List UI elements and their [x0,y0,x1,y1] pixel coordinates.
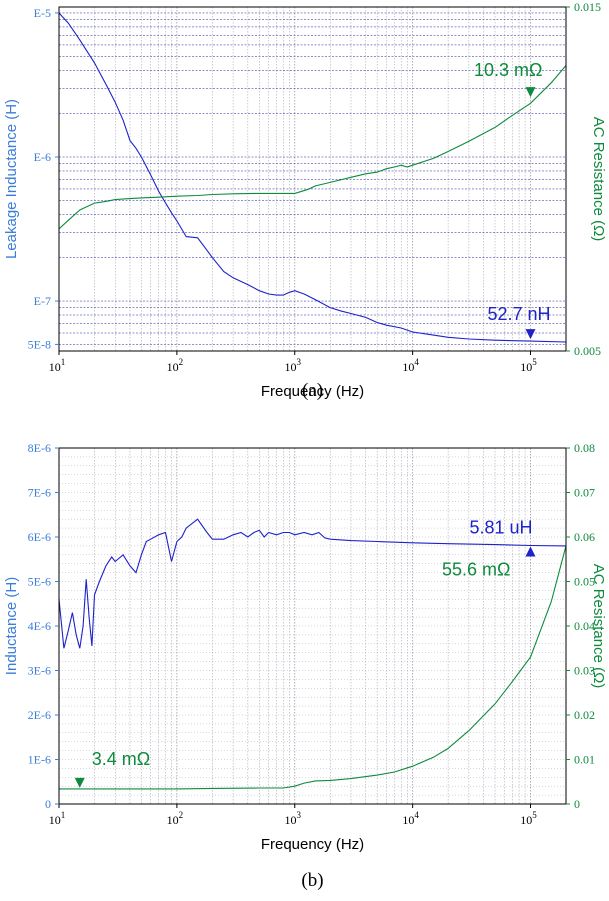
annotation-label: 10.3 mΩ [474,60,542,80]
y-tick-label: E-7 [34,294,51,308]
marker-down-icon [525,87,536,98]
x-tick-label: 102 [167,810,184,827]
y-tick-label: 6E-6 [28,530,51,544]
y-tick-label: 0 [45,797,51,811]
ac-resistance-line [59,545,567,790]
chart-b-y-axis-label: Inductance (H) [3,577,20,675]
chart-a-x-ticks: 101 102 103 104 105 [49,351,537,374]
x-tick-label: 101 [49,810,66,827]
chart-b-y2-ticks: 0 0.01 0.02 0.03 0.04 0.05 0.06 0.07 0.08 [566,441,595,811]
chart-b-x-axis-label: Frequency (Hz) [261,836,364,853]
chart-a-grid [58,7,567,351]
y-tick-label: 3E-6 [28,664,51,678]
x-tick-label: 104 [402,357,419,374]
ac-resistance-line [58,65,567,230]
annotation-label: 55.6 mΩ [442,560,510,580]
y-tick-label: 7E-6 [28,486,51,500]
y-tick-label: 8E-6 [28,441,51,455]
inductance-line [58,518,567,649]
chart-b-y2-axis-label: AC Resistance (Ω) [590,564,607,689]
annotation-label: 5.81 uH [469,517,532,537]
y2-tick-label: 0 [574,797,580,811]
y2-tick-label: 0.08 [574,441,595,455]
chart-a-y2-axis-label: AC Resistance (Ω) [590,117,607,242]
chart-a: 101 102 103 104 105 E-5 E-6 E-7 5E-8 0.005 0.015… [3,0,607,401]
y2-tick-label: 0.04 [574,619,595,633]
x-tick-label: 105 [520,357,537,374]
x-tick-label: 104 [402,810,419,827]
x-tick-label: 103 [285,357,302,374]
chart-a-y-ticks: E-5 E-6 E-7 5E-8 [28,6,59,351]
y-tick-label: 2E-6 [28,708,51,722]
y-tick-label: 4E-6 [28,619,51,633]
chart-b-y-ticks: 0 1E-6 2E-6 3E-6 4E-6 5E-6 6E-6 7E-6 8E-6 [28,441,59,811]
y-tick-label: 1E-6 [28,753,51,767]
y2-tick-label: 0.01 [574,753,595,767]
chart-a-annotations: 10.3 mΩ 52.7 nH [474,60,551,340]
y-tick-label: E-6 [34,150,51,164]
marker-up-icon [525,546,536,557]
chart-a-y-axis-label: Leakage Inductance (H) [3,99,20,259]
chart-a-series [58,12,567,343]
chart-b: 101 102 103 104 105 0 1E-6 2E-6 3E-6 4E-6 5E-6 6E-… [3,441,607,891]
x-tick-label: 102 [167,357,184,374]
y-tick-label: 5E-6 [28,575,51,589]
y-tick-label: 5E-8 [28,337,51,351]
marker-down-icon [525,329,536,340]
y2-tick-label: 0.06 [574,530,595,544]
y2-tick-label: 0.005 [574,344,601,358]
y2-tick-label: 0.015 [574,0,601,14]
inductance-line [58,12,567,343]
chart-b-caption: (b) [301,870,323,891]
annotation-label: 52.7 nH [487,304,550,324]
marker-down-icon [74,777,85,788]
annotation-label: 3.4 mΩ [92,749,150,769]
chart-b-annotations: 5.81 uH 55.6 mΩ 3.4 mΩ [74,517,536,788]
chart-b-x-ticks: 101 102 103 104 105 [49,804,537,827]
chart-a-caption: (a) [302,380,323,401]
chart-a-y2-ticks: 0.005 0.015 [566,0,601,358]
chart-a-x-axis-label: Frequency (Hz) [261,383,364,400]
x-tick-label: 105 [520,810,537,827]
y2-tick-label: 0.02 [574,708,595,722]
y2-tick-label: 0.03 [574,664,595,678]
chart-a-plot-frame [58,6,567,352]
y2-tick-label: 0.07 [574,486,595,500]
x-tick-label: 101 [49,357,66,374]
chart-b-series [58,518,567,790]
y-tick-label: E-5 [34,6,51,20]
y2-tick-label: 0.05 [574,575,595,589]
x-tick-label: 103 [285,810,302,827]
